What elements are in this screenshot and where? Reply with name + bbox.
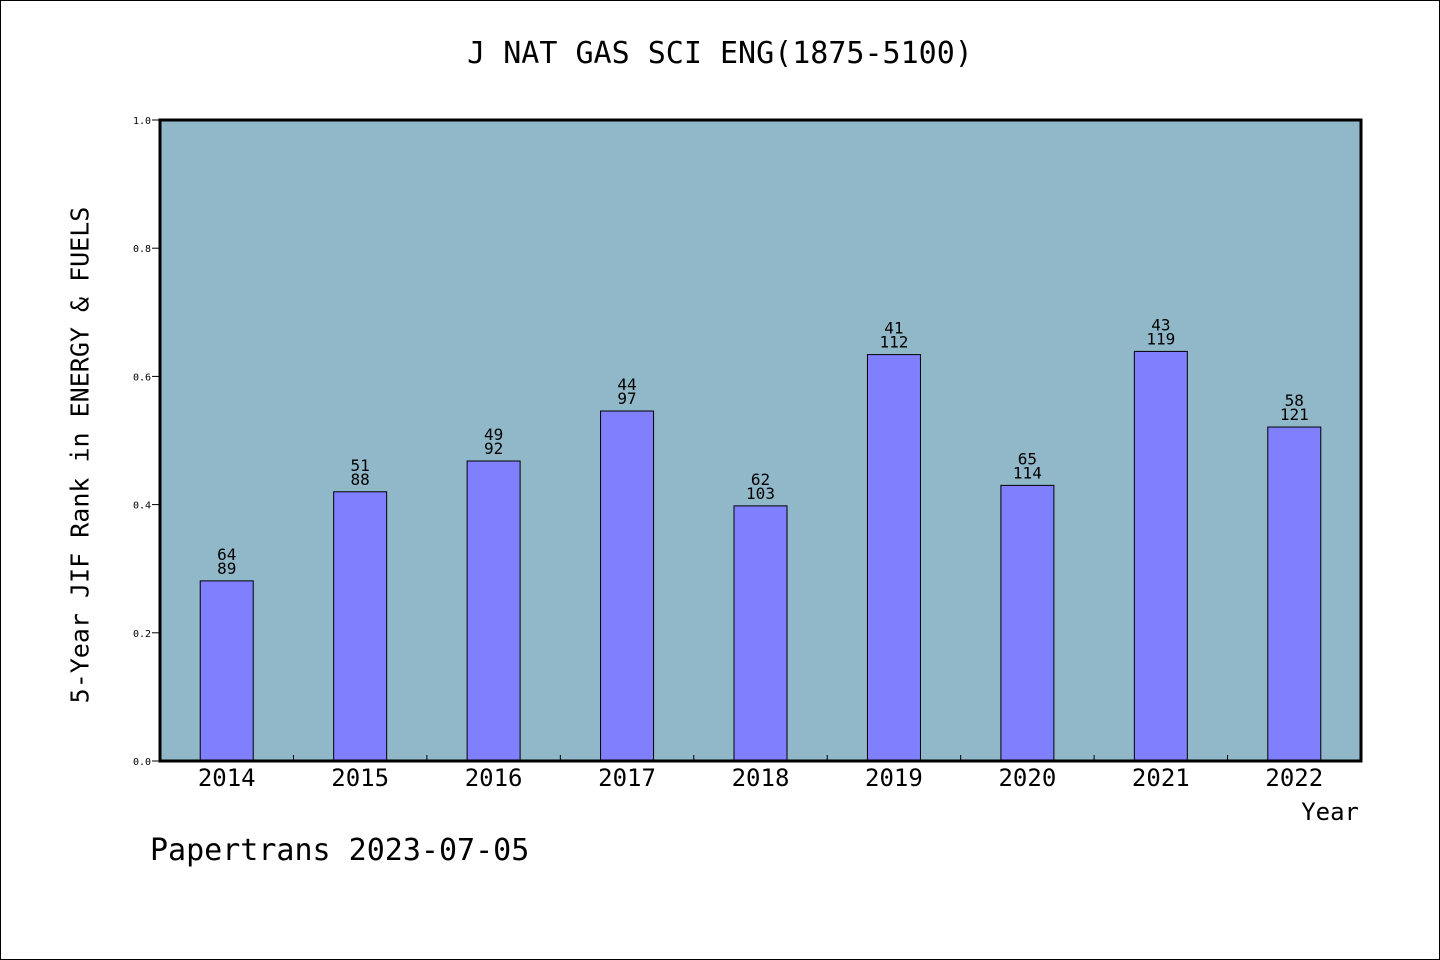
bar-label-rank: 65 — [1018, 449, 1037, 468]
bar — [199, 580, 254, 762]
bar-label-total: 112 — [879, 333, 908, 352]
bar — [466, 460, 521, 762]
bar-label-rank: 62 — [751, 470, 770, 489]
bar-label-rank: 43 — [1151, 315, 1170, 334]
bar — [1133, 350, 1188, 762]
x-tick-label: 2015 — [331, 764, 389, 792]
x-axis: 2014 2015 2016 2017 2018 2019 2020 2021 2022 — [198, 755, 1323, 792]
x-tick-label: 2019 — [865, 764, 923, 792]
x-tick-label: 2016 — [465, 764, 523, 792]
bar-label-rank: 41 — [884, 319, 903, 338]
bar-label-total: 92 — [484, 439, 503, 458]
y-tick-label: 0.2 — [133, 629, 151, 640]
bar-label-total: 97 — [617, 389, 636, 408]
bar-label-total: 89 — [217, 559, 236, 578]
bar-label-rank: 51 — [351, 456, 370, 475]
bar — [733, 505, 788, 762]
bar-label-rank: 49 — [484, 425, 503, 444]
y-tick-label: 1.0 — [133, 116, 151, 127]
x-tick-label: 2022 — [1265, 764, 1323, 792]
bar-label-rank: 58 — [1285, 391, 1304, 410]
chart-title: J NAT GAS SCI ENG(1875-5100) — [467, 36, 973, 71]
bar-label-rank: 64 — [217, 545, 236, 564]
bar-label-total: 88 — [351, 470, 370, 489]
x-tick-label: 2014 — [198, 764, 256, 792]
x-tick-label: 2021 — [1132, 764, 1190, 792]
bar — [866, 354, 921, 762]
bar-label-rank: 44 — [617, 375, 636, 394]
bar — [333, 491, 388, 762]
bar — [600, 410, 655, 762]
bar-label-total: 121 — [1280, 405, 1309, 424]
x-axis-label: Year — [1301, 798, 1359, 826]
y-tick-label: 0.0 — [133, 757, 151, 768]
bar-label-total: 119 — [1146, 329, 1175, 348]
y-tick-label: 0.4 — [133, 501, 151, 512]
bar-label-total: 114 — [1013, 463, 1042, 482]
bar — [1267, 426, 1322, 762]
footer-credit: Papertrans 2023-07-05 — [150, 833, 530, 868]
plot-border — [158, 118, 1363, 763]
y-tick-label: 0.8 — [133, 244, 151, 255]
bars — [199, 350, 1322, 762]
bar — [1000, 484, 1055, 762]
x-tick-label: 2017 — [598, 764, 656, 792]
x-tick-label: 2018 — [732, 764, 790, 792]
bar-label-total: 103 — [746, 484, 775, 503]
x-tick-label: 2020 — [998, 764, 1056, 792]
y-tick-label: 0.6 — [133, 372, 151, 383]
y-axis: 0.0 0.2 0.4 0.6 0.8 1.0 — [133, 116, 160, 768]
